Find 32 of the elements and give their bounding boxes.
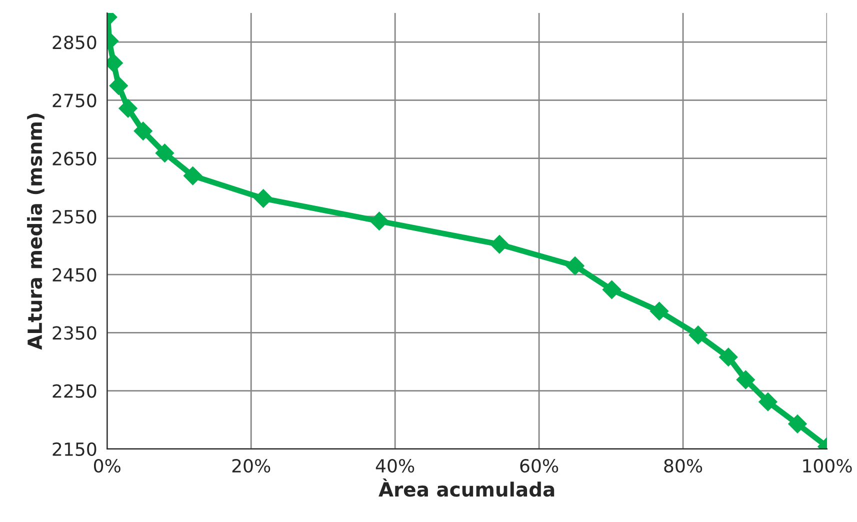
point <box>566 256 584 276</box>
y-tick-label: 2750 <box>52 94 96 108</box>
y-tick-label: 2850 <box>52 36 96 50</box>
x-tick-label: 80% <box>664 458 702 473</box>
x-tick-label: 20% <box>232 458 270 473</box>
y-tick-label: 2650 <box>52 152 96 166</box>
x-axis-title: Àrea acumulada <box>378 478 554 497</box>
y-tick-label: 2350 <box>52 326 96 340</box>
point <box>490 234 509 254</box>
x-tick-label: 60% <box>520 458 558 473</box>
point <box>370 212 389 230</box>
point <box>758 392 778 412</box>
point <box>254 189 273 208</box>
y-tick-label: 2250 <box>52 384 96 398</box>
point <box>719 348 738 366</box>
y-tick-label: 2550 <box>52 210 96 224</box>
point <box>134 122 152 140</box>
x-tick-label: 40% <box>376 458 414 473</box>
point <box>602 280 622 300</box>
point <box>650 302 669 321</box>
point <box>109 76 128 96</box>
point <box>118 99 138 118</box>
point <box>688 326 708 344</box>
point <box>155 144 174 162</box>
y-axis-title: ALtura media (msnm) <box>27 114 44 350</box>
point <box>183 166 202 186</box>
x-tick-label: 0% <box>94 458 120 473</box>
y-tick-label: 2450 <box>52 268 96 282</box>
point <box>788 414 807 434</box>
x-tick-label: 100% <box>803 458 852 473</box>
point <box>736 370 756 390</box>
y-tick-label: 2150 <box>52 442 96 456</box>
